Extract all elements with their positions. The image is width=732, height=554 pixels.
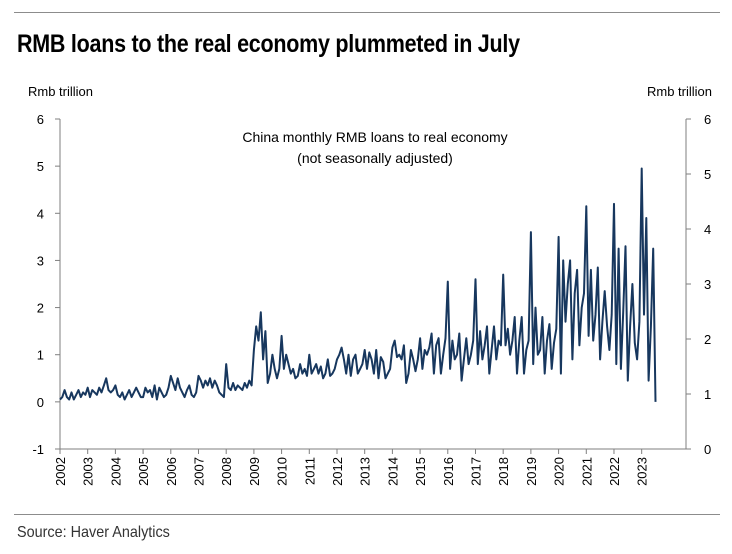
x-tick-label: 2003 [81, 457, 96, 486]
y-left-tick-label: -1 [32, 442, 44, 457]
bottom-rule [14, 514, 720, 515]
y-left-tick-label: 5 [37, 159, 44, 174]
x-tick-label: 2010 [275, 457, 290, 486]
x-tick-label: 2023 [635, 457, 650, 486]
x-tick-label: 2022 [607, 457, 622, 486]
top-rule [14, 12, 720, 13]
source-note: Source: Haver Analytics [17, 524, 170, 541]
x-tick-label: 2006 [164, 457, 179, 486]
annotation-line-1: China monthly RMB loans to real economy [242, 129, 507, 145]
x-tick-label: 2002 [53, 457, 68, 486]
x-tick-label: 2012 [330, 457, 345, 486]
y-left-tick-label: 2 [37, 301, 44, 316]
y-right-unit-label: Rmb trillion [647, 84, 712, 99]
y-right-tick-label: 1 [704, 387, 711, 402]
y-right-tick-label: 5 [704, 167, 711, 182]
x-tick-label: 2004 [108, 457, 123, 486]
y-left-unit-label: Rmb trillion [28, 84, 93, 99]
series-line [59, 167, 657, 402]
x-tick-label: 2018 [496, 457, 511, 486]
x-tick-label: 2005 [136, 457, 151, 486]
x-tick-label: 2014 [385, 457, 400, 486]
x-tick-label: 2019 [524, 457, 539, 486]
annotation-line-2: (not seasonally adjusted) [297, 150, 453, 166]
y-right-tick-label: 6 [704, 112, 711, 127]
x-tick-label: 2007 [191, 457, 206, 486]
chart-title: RMB loans to the real economy plummeted … [17, 30, 520, 58]
x-tick-label: 2017 [468, 457, 483, 486]
x-tick-label: 2020 [552, 457, 567, 486]
x-tick-label: 2016 [441, 457, 456, 486]
x-tick-label: 2021 [579, 457, 594, 486]
y-left-tick-label: 1 [37, 348, 44, 363]
y-right-tick-label: 3 [704, 277, 711, 292]
x-tick-label: 2011 [302, 457, 317, 485]
y-right-ticks: 0 1 2 3 4 5 6 [686, 112, 711, 457]
y-left-tick-label: 4 [37, 206, 44, 221]
y-left-tick-label: 0 [37, 395, 44, 410]
x-tick-label: 2008 [219, 457, 234, 486]
y-left-ticks: -1 0 1 2 3 4 5 6 [32, 112, 60, 457]
x-tick-label: 2015 [413, 457, 428, 486]
y-right-tick-label: 4 [704, 222, 711, 237]
y-left-tick-label: 3 [37, 253, 44, 268]
x-ticks: 2002 2003 2004 2005 2006 2007 2008 2009 2010 2011… [53, 449, 650, 486]
y-right-tick-label: 2 [704, 332, 711, 347]
x-tick-label: 2013 [358, 457, 373, 486]
x-tick-label: 2009 [247, 457, 262, 486]
y-right-tick-label: 0 [704, 442, 711, 457]
line-chart: Rmb trillion Rmb trillion China monthly … [28, 84, 712, 486]
y-left-tick-label: 6 [37, 112, 44, 127]
